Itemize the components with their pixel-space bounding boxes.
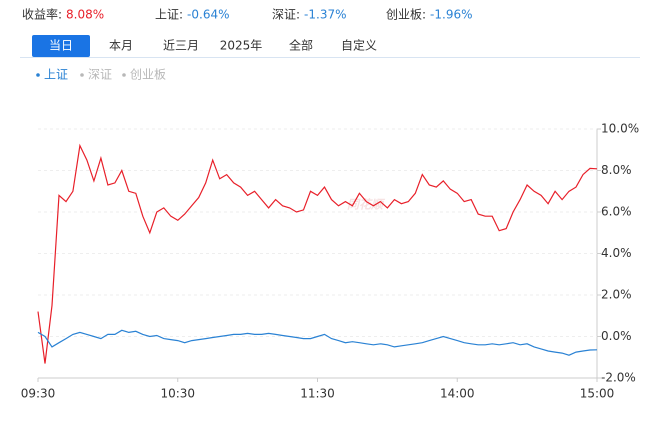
legend-dot — [122, 73, 126, 77]
y-tick-label: 4.0% — [601, 246, 632, 260]
tab-active-bg — [32, 35, 90, 57]
tab[interactable]: 本月 — [109, 39, 133, 53]
header-label: 深证: — [272, 8, 300, 22]
series-line — [37, 329, 598, 356]
y-tick-label: 2.0% — [601, 288, 632, 302]
tab[interactable]: 自定义 — [341, 38, 377, 53]
tab[interactable]: 近三月 — [163, 39, 199, 53]
x-tick-label: 10:30 — [160, 387, 195, 401]
header-value: 8.08% — [66, 8, 104, 22]
y-tick-label: 8.0% — [601, 163, 632, 177]
header-label: 创业板: — [386, 8, 426, 22]
header-label: 上证: — [155, 8, 183, 22]
header-value: -0.64% — [187, 8, 229, 22]
header-value: -1.96% — [430, 8, 472, 22]
y-tick-label: 6.0% — [601, 205, 632, 219]
y-tick-label: -2.0% — [601, 371, 636, 385]
y-tick-label: 10.0% — [601, 122, 639, 136]
x-tick-label: 14:00 — [440, 387, 475, 401]
legend-dot — [36, 73, 40, 77]
tab[interactable]: 全部 — [289, 38, 313, 53]
legend-item[interactable]: 深证 — [88, 68, 112, 82]
legend-item[interactable]: 创业板 — [130, 68, 166, 82]
legend-dot — [80, 73, 84, 77]
x-tick-label: 11:30 — [300, 387, 335, 401]
header-value: -1.37% — [304, 8, 346, 22]
legend-item[interactable]: 上证 — [44, 68, 68, 82]
header-label: 收益率: — [22, 7, 62, 22]
tab[interactable]: 当日 — [49, 39, 73, 53]
y-tick-label: 0.0% — [601, 329, 632, 343]
series-line — [37, 143, 598, 364]
x-tick-label: 09:30 — [21, 387, 56, 401]
tab[interactable]: 2025年 — [220, 39, 263, 53]
watermark: 同花顺 — [347, 198, 386, 212]
x-tick-label: 15:00 — [580, 387, 615, 401]
